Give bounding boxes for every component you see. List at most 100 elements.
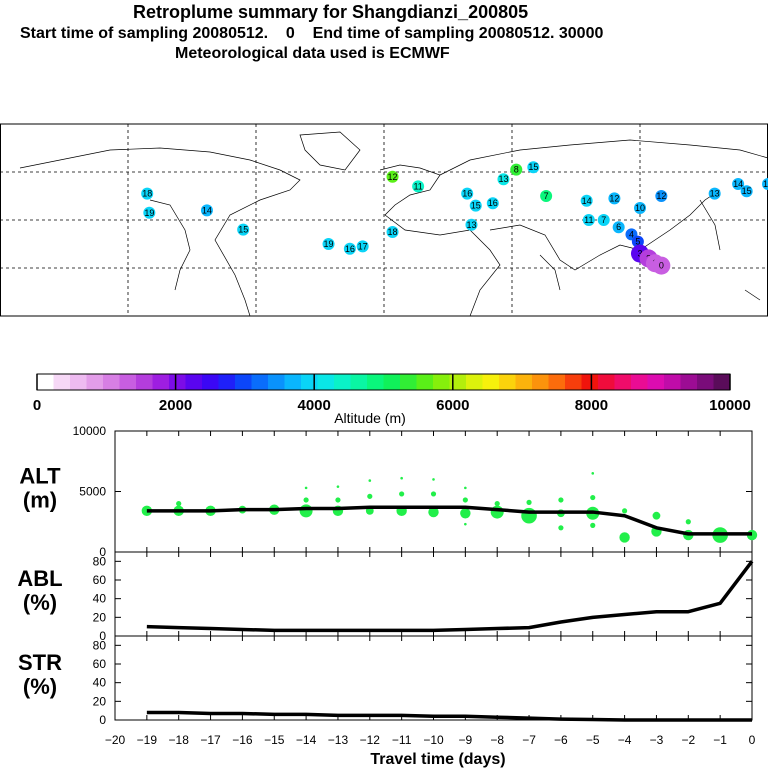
y-axis-label: ALT (m) bbox=[19, 464, 61, 513]
altitude-scatter-point bbox=[428, 506, 439, 518]
x-tick-label: −16 bbox=[232, 733, 253, 747]
map-plume-label: 15 bbox=[742, 186, 752, 196]
map-coastline bbox=[379, 164, 501, 317]
map-coastline bbox=[19, 147, 301, 317]
colorbar-swatch bbox=[218, 374, 236, 390]
altitude-scatter-point bbox=[590, 494, 596, 501]
altitude-scatter-point bbox=[299, 504, 313, 518]
colorbar-swatch bbox=[713, 374, 731, 390]
map-plume-label: 12 bbox=[656, 191, 666, 201]
map-plume-label: 17 bbox=[358, 241, 368, 251]
altitude-scatter-point bbox=[304, 486, 308, 490]
y-tick-label: 0 bbox=[99, 713, 106, 727]
x-tick-label: −15 bbox=[264, 733, 285, 747]
y-tick-label: 40 bbox=[93, 676, 107, 690]
colorbar-swatch bbox=[647, 374, 665, 390]
map-coastline bbox=[299, 131, 361, 171]
colorbar-swatch bbox=[664, 374, 681, 390]
colorbar-tick-label: 10000 bbox=[709, 397, 751, 414]
colorbar-swatch bbox=[103, 374, 120, 390]
altitude-scatter-point bbox=[464, 522, 467, 526]
map-plume-label: 13 bbox=[498, 174, 508, 184]
map-plume-marker bbox=[141, 187, 154, 200]
series-line-abl bbox=[146, 560, 754, 633]
y-tick-label: 40 bbox=[93, 592, 107, 606]
start-time: Start time of sampling 20080512. 0 bbox=[20, 25, 295, 42]
x-tick-label: −3 bbox=[650, 733, 664, 747]
y-tick-label: 80 bbox=[93, 554, 107, 568]
map-plume-marker bbox=[652, 256, 671, 275]
altitude-scatter-point bbox=[368, 479, 372, 482]
map-plume-marker bbox=[343, 242, 356, 255]
colorbar-swatch bbox=[367, 374, 384, 390]
colorbar-swatch bbox=[136, 374, 153, 390]
map-plume-label: 14 bbox=[582, 196, 592, 206]
altitude-scatter-point bbox=[335, 497, 341, 503]
x-tick-label: −6 bbox=[554, 733, 568, 747]
map-plume-label: 3 bbox=[637, 249, 642, 259]
x-axis: −20 −19 −18 −17 −16 −15 −14 −13 −12 −11 −10 −9 −8 −7−… bbox=[105, 733, 756, 768]
map-plume-label: 15 bbox=[238, 225, 248, 235]
map-plume-marker bbox=[412, 180, 425, 193]
altitude-scatter-point bbox=[526, 499, 532, 505]
map-plume-label: 19 bbox=[324, 239, 334, 249]
colorbar-swatch bbox=[185, 374, 203, 390]
map-plume-label: 18 bbox=[142, 189, 152, 199]
colorbar-swatch bbox=[169, 374, 186, 390]
map-plume-marker bbox=[582, 214, 595, 226]
colorbar-tick-label: 0 bbox=[33, 397, 41, 414]
x-tick-label: −4 bbox=[618, 733, 632, 747]
map-coastline bbox=[439, 139, 768, 176]
map-plume-label: 7 bbox=[601, 215, 606, 225]
colorbar-swatch bbox=[86, 374, 104, 390]
map-plume-label: 5 bbox=[635, 237, 640, 247]
altitude-scatter-point bbox=[462, 497, 468, 503]
panel-alt: 0 5000 10000 ALT (m) bbox=[19, 424, 758, 559]
colorbar-swatch bbox=[515, 374, 533, 390]
map-plume-marker bbox=[486, 197, 499, 210]
y-tick-label: 80 bbox=[93, 638, 107, 652]
map-plume-label: 11 bbox=[584, 215, 593, 225]
altitude-scatter-point bbox=[652, 511, 661, 520]
colorbar-swatch bbox=[416, 374, 434, 390]
altitude-scatter-point bbox=[490, 505, 504, 519]
map-plume-marker bbox=[237, 223, 250, 236]
chart-title: Retroplume summary for Shangdianzi_20080… bbox=[133, 2, 529, 22]
x-tick-label: −12 bbox=[360, 733, 381, 747]
y-axis-label-line: (%) bbox=[23, 674, 57, 699]
map-plume-label: 16 bbox=[462, 189, 472, 199]
map-plume-label: 4 bbox=[629, 229, 634, 239]
altitude-scatter-point bbox=[367, 493, 373, 499]
colorbar-swatch bbox=[202, 374, 219, 390]
map-plume-marker bbox=[708, 187, 721, 200]
map-plume-label: 6 bbox=[616, 222, 621, 232]
panel-frame bbox=[114, 551, 753, 637]
x-tick-label: −1 bbox=[713, 733, 727, 747]
map-plume-label: 14 bbox=[202, 205, 212, 215]
map-plume-marker bbox=[762, 178, 768, 190]
map-plume-label: 7 bbox=[544, 191, 549, 201]
colorbar-title: Altitude (m) bbox=[334, 410, 406, 426]
map-plume-marker bbox=[597, 214, 610, 226]
map-plume-marker bbox=[655, 190, 668, 202]
map-plume-label: 15 bbox=[528, 162, 538, 172]
colorbar-swatch bbox=[680, 374, 698, 390]
map-plume-marker bbox=[527, 161, 540, 174]
x-tick-label: −5 bbox=[586, 733, 600, 747]
x-tick-label: −2 bbox=[681, 733, 695, 747]
map-coastline bbox=[149, 199, 191, 291]
altitude-scatter-point bbox=[303, 497, 309, 503]
y-tick-label: 20 bbox=[93, 610, 107, 624]
x-tick-label: −11 bbox=[392, 733, 412, 747]
colorbar-swatch bbox=[268, 374, 285, 390]
map-plume-marker bbox=[510, 163, 523, 176]
x-tick-label: −20 bbox=[105, 733, 126, 747]
altitude-scatter-point bbox=[460, 508, 471, 519]
x-tick-label: −14 bbox=[296, 733, 317, 747]
y-axis-label: STR (%) bbox=[18, 650, 62, 699]
altitude-colorbar: 0 2000 4000 6000 8000 10000 Altitude (m) bbox=[33, 373, 751, 426]
colorbar-swatch bbox=[697, 374, 714, 390]
map-plume-label: 16 bbox=[345, 244, 355, 254]
